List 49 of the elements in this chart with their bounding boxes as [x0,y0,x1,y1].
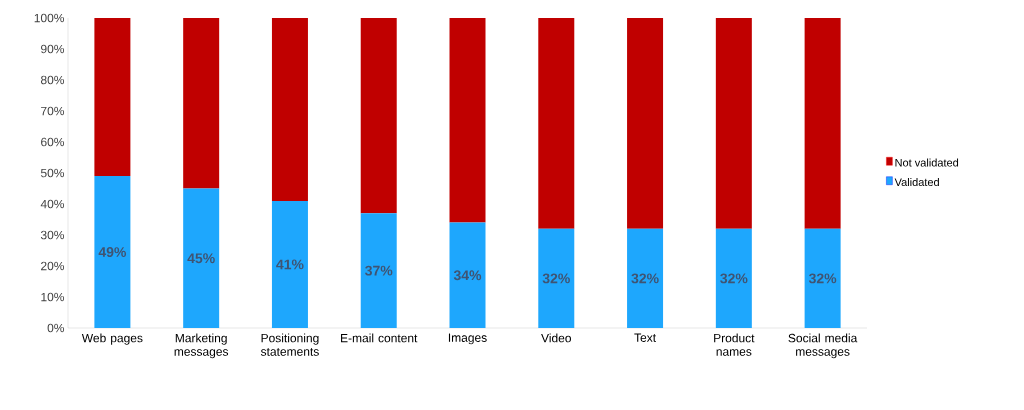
x-tick-label: Text [634,333,656,342]
y-tick-label: 30% [40,230,65,240]
data-label: 49% [98,247,127,258]
x-tick-label: E-mail content [341,333,418,343]
x-tick-label: Social media messages [788,333,858,359]
y-tick-label: 100% [34,13,65,23]
bar [627,18,664,229]
data-label: 34% [453,270,482,281]
data-label: 37% [365,265,393,276]
y-tick-label: 40% [40,199,65,209]
bar [183,18,220,189]
y-tick-label: 20% [41,261,65,271]
y-tick-label: 50% [40,168,65,178]
data-label: 41% [276,259,304,270]
y-tick-label: 60% [41,137,65,147]
bar [271,200,308,328]
bar [449,222,486,328]
bar [804,228,841,328]
y-tick-label: 0% [47,323,65,333]
y-tick-label: 10% [41,292,65,302]
data-label: 32% [631,273,659,284]
data-label: 32% [542,273,570,284]
data-label: 45% [187,253,215,264]
x-tick-label: Video [541,333,571,343]
bar [627,228,664,328]
data-label: 32% [808,273,837,284]
x-tick-label: Images [448,333,487,345]
legend-label: Not validated [895,158,959,167]
bar [360,18,397,214]
bar [715,18,752,229]
bar [449,18,486,223]
bar [271,18,308,201]
bar [538,228,575,328]
bar [538,18,575,229]
bar [183,188,220,328]
x-tick-label: Product names [714,333,755,356]
bar [94,18,131,177]
x-tick-label: Web pages [81,333,143,345]
y-tick-label: 70% [41,106,65,116]
bar [804,18,841,229]
bar [360,213,397,328]
data-label: 32% [720,273,748,284]
bar [715,228,752,328]
y-tick-label: 90% [41,44,65,54]
x-tick-label: Marketing messages [174,333,229,359]
x-tick-label: Positioning statements [260,333,319,356]
legend-label: Validated [894,178,939,187]
bar [94,176,131,328]
y-tick-label: 80% [40,75,65,85]
